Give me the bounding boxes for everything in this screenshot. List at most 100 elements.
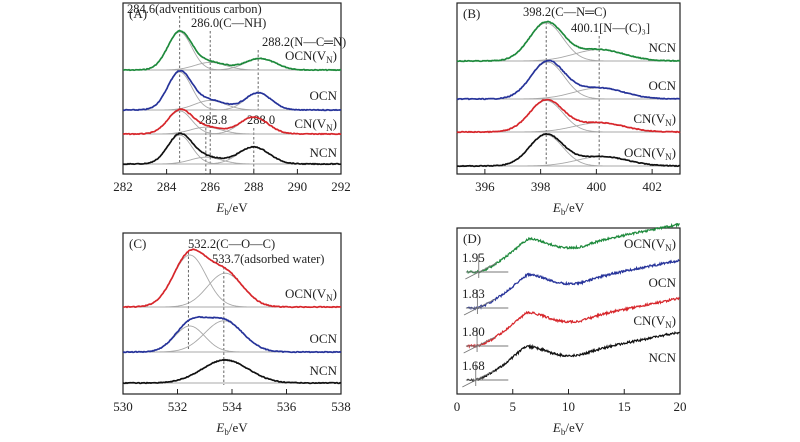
series-label: CN(VN): [633, 313, 676, 330]
fit-component-curve: [123, 325, 341, 353]
series-label-main: NCN: [310, 145, 338, 160]
x-tick-label: 530: [113, 399, 133, 414]
x-tick-label: 402: [642, 179, 662, 194]
panel-label: (C): [129, 236, 146, 251]
peak-annotation: 285.8: [199, 113, 227, 127]
series-label: NCN: [649, 350, 677, 365]
series-label: NCN: [649, 40, 677, 55]
panel-a-c1s-spectra: 282 284 286 288 290 292 Eb/eV (A)284.6(adventit…: [113, 2, 351, 217]
x-tick-label: 15: [618, 399, 631, 414]
series-label-tail: ): [333, 48, 337, 63]
leading-edge-tangent-line: [463, 336, 496, 354]
spectrum-curve: [122, 358, 342, 385]
series-label-main: NCN: [649, 40, 677, 55]
spectrum-curve: [122, 315, 342, 354]
fit-component-curve: [123, 359, 341, 384]
vb-spectrum-curve: [466, 296, 680, 349]
x-axis-title-subscript: b: [561, 207, 566, 217]
series-label: OCN(VN): [624, 145, 676, 162]
series-label-tail: ): [672, 111, 676, 126]
series-label-main: OCN: [310, 331, 338, 346]
peak-annotation: 288.2(N—C═N): [262, 35, 346, 49]
series-label-main: OCN(V: [624, 236, 666, 251]
leading-edge-tangent-line: [465, 262, 497, 280]
series-label-subscript: N: [665, 243, 672, 253]
peak-annotation: 286.0(C—NH): [191, 16, 266, 30]
x-tick-label: 5: [510, 399, 517, 414]
panel-label: (A): [129, 6, 147, 21]
series-label-tail: ): [672, 236, 676, 251]
series-label: OCN: [649, 78, 677, 93]
vb-spectrum-curve: [466, 331, 680, 383]
axes-frame: [122, 2, 342, 175]
panel-d-valence-band-spectra: 0 5 10 15 20Eb/eV(D)1.95OCN(VN)1.83OCN1.80CN…: [454, 222, 687, 437]
x-tick-label: 286: [200, 179, 220, 194]
x-axis-title-subscript: b: [224, 427, 229, 437]
peak-annotation: 532.2(C—O—C): [188, 237, 275, 251]
x-axis-title-unit: /eV: [229, 420, 248, 435]
x-axis-title: Eb/eV: [552, 200, 585, 217]
series-label-subscript: N: [326, 293, 333, 303]
x-tick-label: 282: [113, 179, 133, 194]
x-tick-label: 10: [562, 399, 575, 414]
spectrum-curve: [456, 98, 681, 134]
series-ocn: OCN: [456, 59, 681, 101]
x-axis-title-symbol: E: [215, 200, 224, 215]
spectrum-curve: [456, 59, 681, 101]
x-tick-label: 292: [331, 179, 351, 194]
series-label: OCN: [310, 331, 338, 346]
axes-frame: [456, 227, 681, 395]
series-label: CN(VN): [294, 116, 337, 133]
spectrum-curve: [122, 248, 342, 309]
panel-c-o1s-spectra: 530 532 534 536 538 Eb/eV (C) 532.2(C—O—C)533.7…: [113, 232, 351, 437]
x-tick-label: 534: [222, 399, 242, 414]
series-label-main: OCN(V: [624, 145, 666, 160]
series-label-main: OCN(V: [285, 286, 327, 301]
panel-b-n1s-spectra: 396 398 400 402 Eb/eV (B) 398.2(C—N═C) 400.1[N—…: [456, 2, 681, 217]
band-edge-value: 1.68: [462, 358, 485, 373]
x-tick-label: 284: [157, 179, 177, 194]
series-label: CN(VN): [633, 111, 676, 128]
series-ocnvn: OCN(VN): [122, 248, 342, 309]
spectrum-curve: [122, 69, 342, 112]
spectrum-curve: [122, 108, 342, 136]
x-axis-title-symbol: E: [215, 420, 224, 435]
spectrum-curve: [456, 20, 681, 63]
series-label-subscript: N: [665, 118, 672, 128]
x-tick-label: 290: [288, 179, 308, 194]
vb-series-ocn: 1.83 OCN: [462, 258, 680, 316]
vb-series-ncn: 1.68 NCN: [462, 331, 680, 388]
x-tick-label: 400: [587, 179, 607, 194]
series-label-main: OCN: [649, 275, 677, 290]
series-label-main: OCN: [649, 78, 677, 93]
series-ncn: NCN: [456, 20, 681, 63]
series-label-tail: ): [333, 116, 337, 131]
x-axis-title: Eb/eV: [552, 420, 585, 437]
fit-component-curve: [123, 92, 341, 111]
series-label-main: NCN: [649, 350, 677, 365]
spectrum-curve: [122, 132, 342, 166]
x-axis-title-subscript: b: [224, 207, 229, 217]
series-label: NCN: [310, 363, 338, 378]
vb-spectrum-curve: [466, 222, 680, 275]
x-tick-label: 536: [277, 399, 297, 414]
peak-annotation: 284.6(adventitious carbon): [127, 2, 262, 16]
series-label-subscript: N: [665, 320, 672, 330]
series-label-main: OCN(V: [285, 48, 327, 63]
x-axis-title-subscript: b: [561, 427, 566, 437]
x-axis-title: Eb/eV: [215, 200, 248, 217]
x-tick-label: 532: [168, 399, 188, 414]
panel-label: (B): [463, 6, 480, 21]
vb-series-ocnvn: 1.95 OCN(VN): [462, 222, 680, 280]
series-label-main: CN(V: [633, 111, 665, 126]
series-label-subscript: N: [326, 123, 333, 133]
x-tick-label: 398: [531, 179, 551, 194]
fit-component-curve: [123, 320, 341, 353]
series-label-main: NCN: [310, 363, 338, 378]
x-axis-title-unit: /eV: [565, 200, 584, 215]
series-label-subscript: N: [665, 152, 672, 162]
axes-frame: [456, 2, 681, 175]
series-label: NCN: [310, 145, 338, 160]
leading-edge-tangent-line: [463, 298, 496, 316]
vb-series-cnvn: 1.80 CN(VN): [462, 296, 680, 354]
